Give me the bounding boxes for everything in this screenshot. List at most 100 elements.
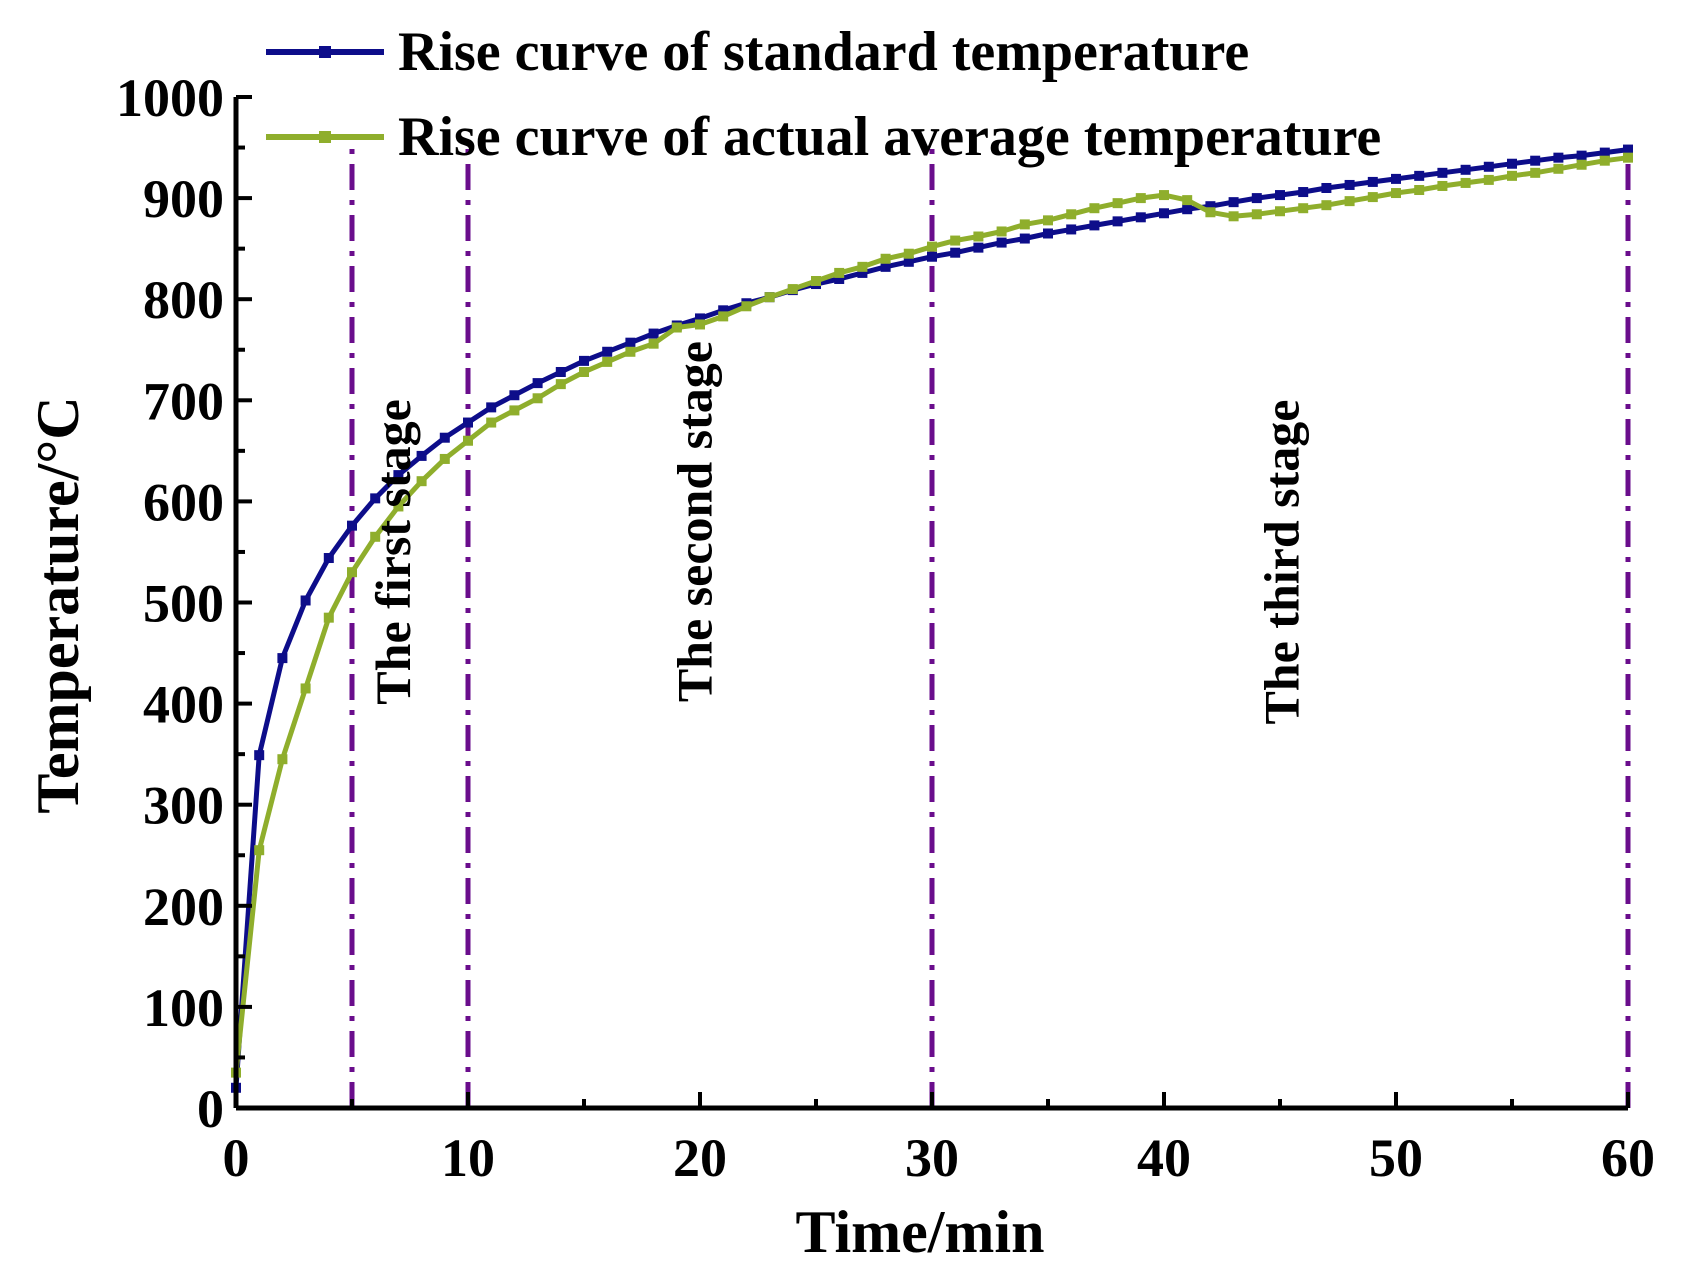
series-2-point bbox=[370, 531, 381, 542]
series-2-point bbox=[1507, 170, 1517, 181]
series-1-point bbox=[996, 237, 1007, 248]
series-2-point bbox=[648, 338, 659, 349]
legend-swatch-marker bbox=[319, 131, 331, 143]
legend: Rise curve of standard temperature Rise c… bbox=[266, 21, 1381, 168]
series-1-point bbox=[347, 520, 357, 531]
series-1-point bbox=[1344, 179, 1355, 190]
series-1-point bbox=[1298, 187, 1309, 198]
y-tick-label: 100 bbox=[143, 978, 224, 1038]
x-tick-label: 0 bbox=[223, 1128, 250, 1188]
series-1-point bbox=[532, 378, 543, 389]
y-tick-label: 0 bbox=[197, 1079, 224, 1139]
series-2-point bbox=[1530, 167, 1541, 178]
series-1-point bbox=[1414, 170, 1425, 181]
series-1-point bbox=[1019, 233, 1030, 244]
series-1-point bbox=[834, 273, 845, 284]
legend-label: Rise curve of actual average temperature bbox=[398, 106, 1381, 168]
series-1-point bbox=[973, 242, 984, 253]
series-1-point bbox=[950, 247, 961, 258]
series-2-point bbox=[1228, 211, 1239, 222]
series-1-point bbox=[880, 261, 891, 272]
series-2-point bbox=[1367, 192, 1378, 203]
series-1-point bbox=[1367, 176, 1378, 187]
series-2-point bbox=[347, 567, 357, 578]
series-1-point bbox=[1576, 150, 1587, 161]
series-1-point bbox=[463, 417, 473, 428]
series-2-point bbox=[834, 267, 845, 278]
series-2-point bbox=[1089, 203, 1100, 214]
series-2-point bbox=[718, 311, 729, 322]
series-2-point bbox=[787, 284, 798, 295]
series-2-point bbox=[1251, 209, 1262, 220]
series-2-point bbox=[393, 501, 404, 512]
series-2-point bbox=[973, 231, 984, 242]
series-2-point bbox=[254, 845, 265, 856]
series-1-point bbox=[1159, 208, 1169, 219]
series-1-point bbox=[1507, 158, 1517, 169]
series-2-point bbox=[1483, 174, 1494, 185]
series-1-point bbox=[1321, 182, 1332, 193]
series-1-point bbox=[695, 313, 705, 324]
series-1-point bbox=[323, 553, 334, 564]
series-2-point bbox=[1576, 159, 1587, 170]
y-tick-label: 400 bbox=[143, 675, 224, 735]
series-2-point bbox=[671, 322, 682, 333]
series-2-point bbox=[880, 253, 891, 264]
series-2-point bbox=[1321, 200, 1332, 211]
axis-ticks bbox=[234, 95, 1630, 1110]
stage-annotation-3: The third stage bbox=[1254, 400, 1310, 725]
series-2-point bbox=[1391, 188, 1401, 199]
stage-annotation-2: The second stage bbox=[667, 341, 723, 702]
x-tick-label: 10 bbox=[441, 1128, 495, 1188]
series-2-point bbox=[927, 241, 937, 252]
series-2-point bbox=[1066, 209, 1077, 220]
series-2-point bbox=[1344, 196, 1355, 207]
series-1-point bbox=[254, 750, 265, 761]
series-2-point bbox=[486, 417, 497, 428]
stage-divider-lines bbox=[349, 147, 1631, 1108]
series-2-point bbox=[1437, 180, 1448, 191]
series-group bbox=[231, 144, 1633, 1093]
series-2-point bbox=[950, 235, 961, 246]
series-1-point bbox=[393, 470, 404, 481]
series-1-point bbox=[625, 337, 636, 348]
stage-annotation-1: The first stage bbox=[365, 399, 421, 705]
series-1-point bbox=[1089, 220, 1100, 231]
series-1-point bbox=[1623, 144, 1633, 155]
series-1-point bbox=[1530, 155, 1541, 166]
series-2-point bbox=[439, 453, 450, 464]
series-2-point bbox=[764, 292, 775, 303]
series-1-point bbox=[1043, 228, 1053, 239]
y-tick-label: 700 bbox=[143, 371, 224, 431]
series-1-point bbox=[927, 251, 937, 262]
series-2-point bbox=[695, 319, 705, 330]
series-2-point bbox=[1043, 215, 1053, 226]
legend-item-1: Rise curve of standard temperature bbox=[266, 21, 1249, 83]
series-2-point bbox=[1019, 219, 1030, 230]
x-tick-label: 20 bbox=[673, 1128, 727, 1188]
series-1-point bbox=[370, 493, 381, 504]
series-2-point bbox=[509, 405, 520, 416]
series-2-point bbox=[602, 356, 613, 367]
series-2-point bbox=[1460, 177, 1471, 188]
series-2-point bbox=[277, 754, 288, 765]
series-2-point bbox=[857, 261, 868, 272]
series-1-point bbox=[1112, 216, 1123, 227]
series-2-point bbox=[625, 346, 636, 357]
series-1-point bbox=[1599, 147, 1610, 158]
series-2-point bbox=[555, 379, 566, 390]
tick-labels: 0 100 200 300 400 500 600 700 800 900 1000 0 10 20 30 4… bbox=[116, 68, 1655, 1188]
y-tick-label: 600 bbox=[143, 472, 224, 532]
series-1-point bbox=[1391, 173, 1401, 184]
series-2-point bbox=[463, 435, 473, 446]
series-1-point bbox=[555, 366, 566, 377]
series-2-point bbox=[416, 476, 427, 487]
y-axis-title: Temperature/°C bbox=[25, 396, 91, 813]
series-2-point bbox=[1275, 206, 1285, 217]
series-1-point bbox=[1228, 197, 1239, 208]
series-2-point bbox=[1112, 198, 1123, 209]
series-1-point bbox=[509, 390, 520, 401]
stage-annotations: The first stage The second stage The third… bbox=[365, 341, 1310, 724]
x-axis-title: Time/min bbox=[796, 1199, 1045, 1265]
series-2-point bbox=[1414, 185, 1425, 196]
